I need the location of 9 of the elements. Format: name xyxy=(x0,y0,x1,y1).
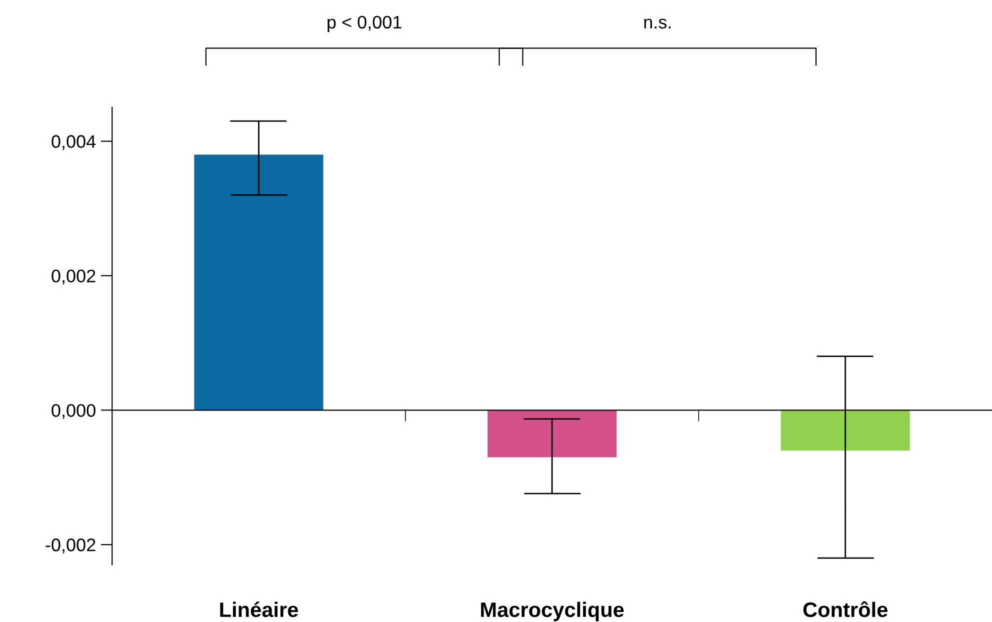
x-tick-label: Linéaire xyxy=(220,602,298,618)
y-tick-label: 0,002 xyxy=(52,270,96,285)
text: p < 0,001 xyxy=(328,16,402,32)
x-tick-label: Macrocyclique xyxy=(481,602,624,622)
text: n.s. xyxy=(644,18,671,29)
y-tick-label: -0,002 xyxy=(46,538,96,554)
x-tick-label: Contrôle xyxy=(803,601,888,618)
y-tick-label: 0,000 xyxy=(52,404,96,419)
y-tick-label: 0,004 xyxy=(52,135,96,150)
